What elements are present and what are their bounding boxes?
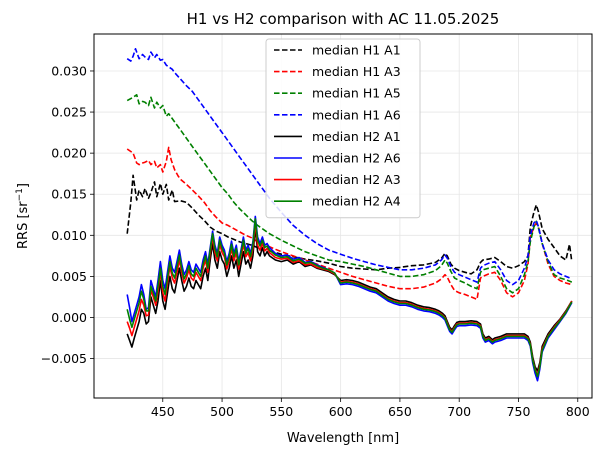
x-tick-label: 550 (269, 404, 293, 419)
x-axis: 450 500 550 600 650 700 750 800 (151, 398, 590, 419)
legend-label: median H1 A3 (312, 64, 401, 79)
plot-frame (93, 33, 593, 399)
y-tick-label: 0.030 (51, 63, 87, 78)
x-axis-label: Wavelength [nm] (287, 431, 399, 446)
x-tick-label: 450 (151, 404, 175, 419)
y-axis-label-close: ] (16, 183, 31, 188)
series-line-2 (126, 146, 573, 301)
y-tick-label: 0.025 (51, 105, 87, 120)
legend-label: median H2 A3 (312, 172, 401, 187)
legend-label: median H1 A1 (312, 43, 401, 58)
y-tick-label: 0.000 (51, 310, 87, 325)
y-tick-label: 0.010 (51, 228, 87, 243)
legend-label: median H2 A6 (312, 151, 401, 166)
series-line-8 (126, 218, 573, 378)
series-line-5 (126, 226, 573, 372)
x-tick-label: 500 (210, 404, 234, 419)
chart-title: H1 vs H2 comparison with AC 11.05.2025 (187, 10, 500, 28)
series-lines (126, 48, 573, 382)
y-axis-label-main: RRS [sr (16, 201, 31, 249)
series-line-3 (126, 94, 573, 294)
series-line-4 (126, 48, 573, 286)
legend-label: median H1 A5 (312, 86, 401, 101)
x-tick-label: 600 (329, 404, 353, 419)
x-tick-label: 650 (388, 404, 412, 419)
y-tick-label: −0.005 (41, 351, 87, 366)
legend-label: median H1 A6 (312, 107, 401, 122)
x-tick-label: 800 (566, 404, 590, 419)
legend-box (265, 38, 421, 219)
y-axis: −0.005 0.000 0.005 0.010 0.015 0.020 0.025 0.03… (41, 63, 94, 366)
y-tick-label: 0.005 (51, 269, 87, 284)
y-tick-label: 0.020 (51, 146, 87, 161)
y-tick-label: 0.015 (51, 187, 87, 202)
y-axis-label: RRS [sr−1] (15, 183, 31, 249)
y-axis-label-superscript: −1 (15, 188, 25, 201)
x-tick-label: 700 (447, 404, 471, 419)
series-line-6 (126, 215, 573, 382)
x-tick-label: 750 (507, 404, 531, 419)
legend: median H1 A1 median H1 A3 median H1 A5 medi… (265, 38, 421, 219)
legend-label: median H2 A1 (312, 129, 401, 144)
legend-label: median H2 A4 (312, 194, 401, 209)
